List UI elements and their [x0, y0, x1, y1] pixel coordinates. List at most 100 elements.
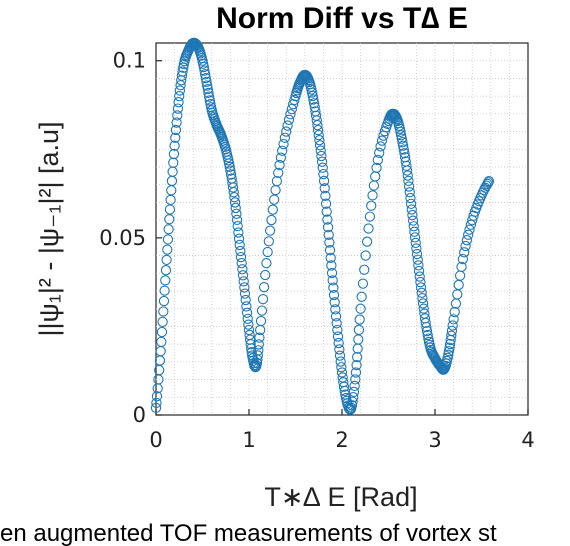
y-tick-label: 0.1 [113, 49, 146, 73]
data-point [334, 344, 345, 355]
data-point [483, 176, 495, 187]
data-point [201, 80, 213, 91]
data-point [351, 352, 363, 363]
data-point [460, 240, 471, 252]
data-point [363, 223, 374, 234]
data-point [413, 260, 424, 271]
data-point [338, 381, 350, 392]
data-point [367, 190, 378, 201]
data-point [376, 135, 388, 146]
data-point [366, 200, 377, 211]
data-point [316, 156, 328, 167]
data-point [202, 84, 213, 95]
data-point [444, 338, 456, 350]
data-point [364, 211, 376, 222]
data-point [282, 120, 293, 131]
data-point [151, 391, 163, 402]
data-point [170, 132, 181, 143]
data-point [374, 147, 385, 158]
data-point [157, 316, 168, 327]
data-point [410, 237, 421, 249]
data-point [408, 221, 419, 232]
data-point [230, 202, 241, 214]
data-point [262, 246, 273, 258]
data-point [322, 214, 333, 225]
data-point [241, 301, 252, 312]
data-point [398, 144, 409, 155]
data-point [420, 317, 431, 329]
data-point [325, 252, 336, 263]
data-point [446, 330, 457, 341]
data-point [201, 76, 212, 88]
data-point [245, 339, 256, 350]
data-point [163, 224, 174, 235]
data-point [347, 396, 358, 407]
data-point [173, 97, 184, 108]
data-point [350, 367, 362, 378]
data-point [443, 346, 455, 357]
data-point [372, 154, 384, 166]
data-point [200, 69, 211, 80]
data-point [461, 235, 473, 246]
data-point [267, 204, 278, 215]
data-point [225, 169, 237, 180]
data-point [322, 222, 334, 233]
data-point [415, 282, 427, 293]
data-point [335, 356, 346, 367]
data-point [318, 175, 330, 187]
data-point [397, 140, 409, 151]
data-point [320, 198, 332, 209]
data-point [235, 245, 246, 257]
data-point [273, 167, 284, 178]
data-point [228, 187, 239, 198]
data-point [418, 303, 429, 314]
data-point [326, 267, 338, 279]
data-point [239, 282, 250, 293]
data-point [203, 87, 214, 99]
data-point [168, 148, 180, 160]
data-point [422, 329, 433, 341]
data-point [233, 233, 245, 244]
points-layer [150, 37, 495, 415]
data-point [323, 229, 334, 240]
data-point [199, 65, 210, 76]
data-point [308, 94, 319, 105]
data-point [234, 239, 245, 251]
data-point [334, 350, 346, 361]
data-point [413, 265, 425, 277]
data-point [468, 210, 479, 221]
data-point [277, 145, 288, 156]
tick-layer: 0 1 2 3 4 0 0.05 0.1 [99, 49, 534, 452]
data-point [336, 367, 348, 378]
data-point [421, 321, 432, 333]
data-point [289, 94, 300, 106]
data-point [237, 264, 248, 275]
data-point [251, 357, 263, 369]
data-point [406, 204, 417, 215]
data-point [237, 270, 249, 281]
data-point [255, 315, 267, 327]
data-point [274, 159, 285, 171]
data-point [241, 307, 253, 318]
data-point [464, 224, 475, 235]
data-point [279, 132, 291, 143]
data-point [324, 237, 335, 248]
x-tick-label: 3 [428, 428, 441, 452]
data-point [224, 161, 235, 173]
data-point [411, 248, 423, 260]
data-point [397, 137, 408, 148]
data-point [351, 359, 362, 371]
data-point [316, 150, 327, 162]
x-tick-label: 2 [335, 428, 348, 452]
data-point [346, 400, 358, 411]
data-point [151, 397, 162, 409]
data-point [160, 275, 171, 286]
data-point [229, 192, 240, 203]
data-point [401, 160, 412, 172]
data-point [459, 247, 470, 258]
data-point [403, 175, 414, 187]
data-point [371, 162, 382, 174]
data-point [229, 197, 241, 208]
data-point [159, 285, 170, 296]
